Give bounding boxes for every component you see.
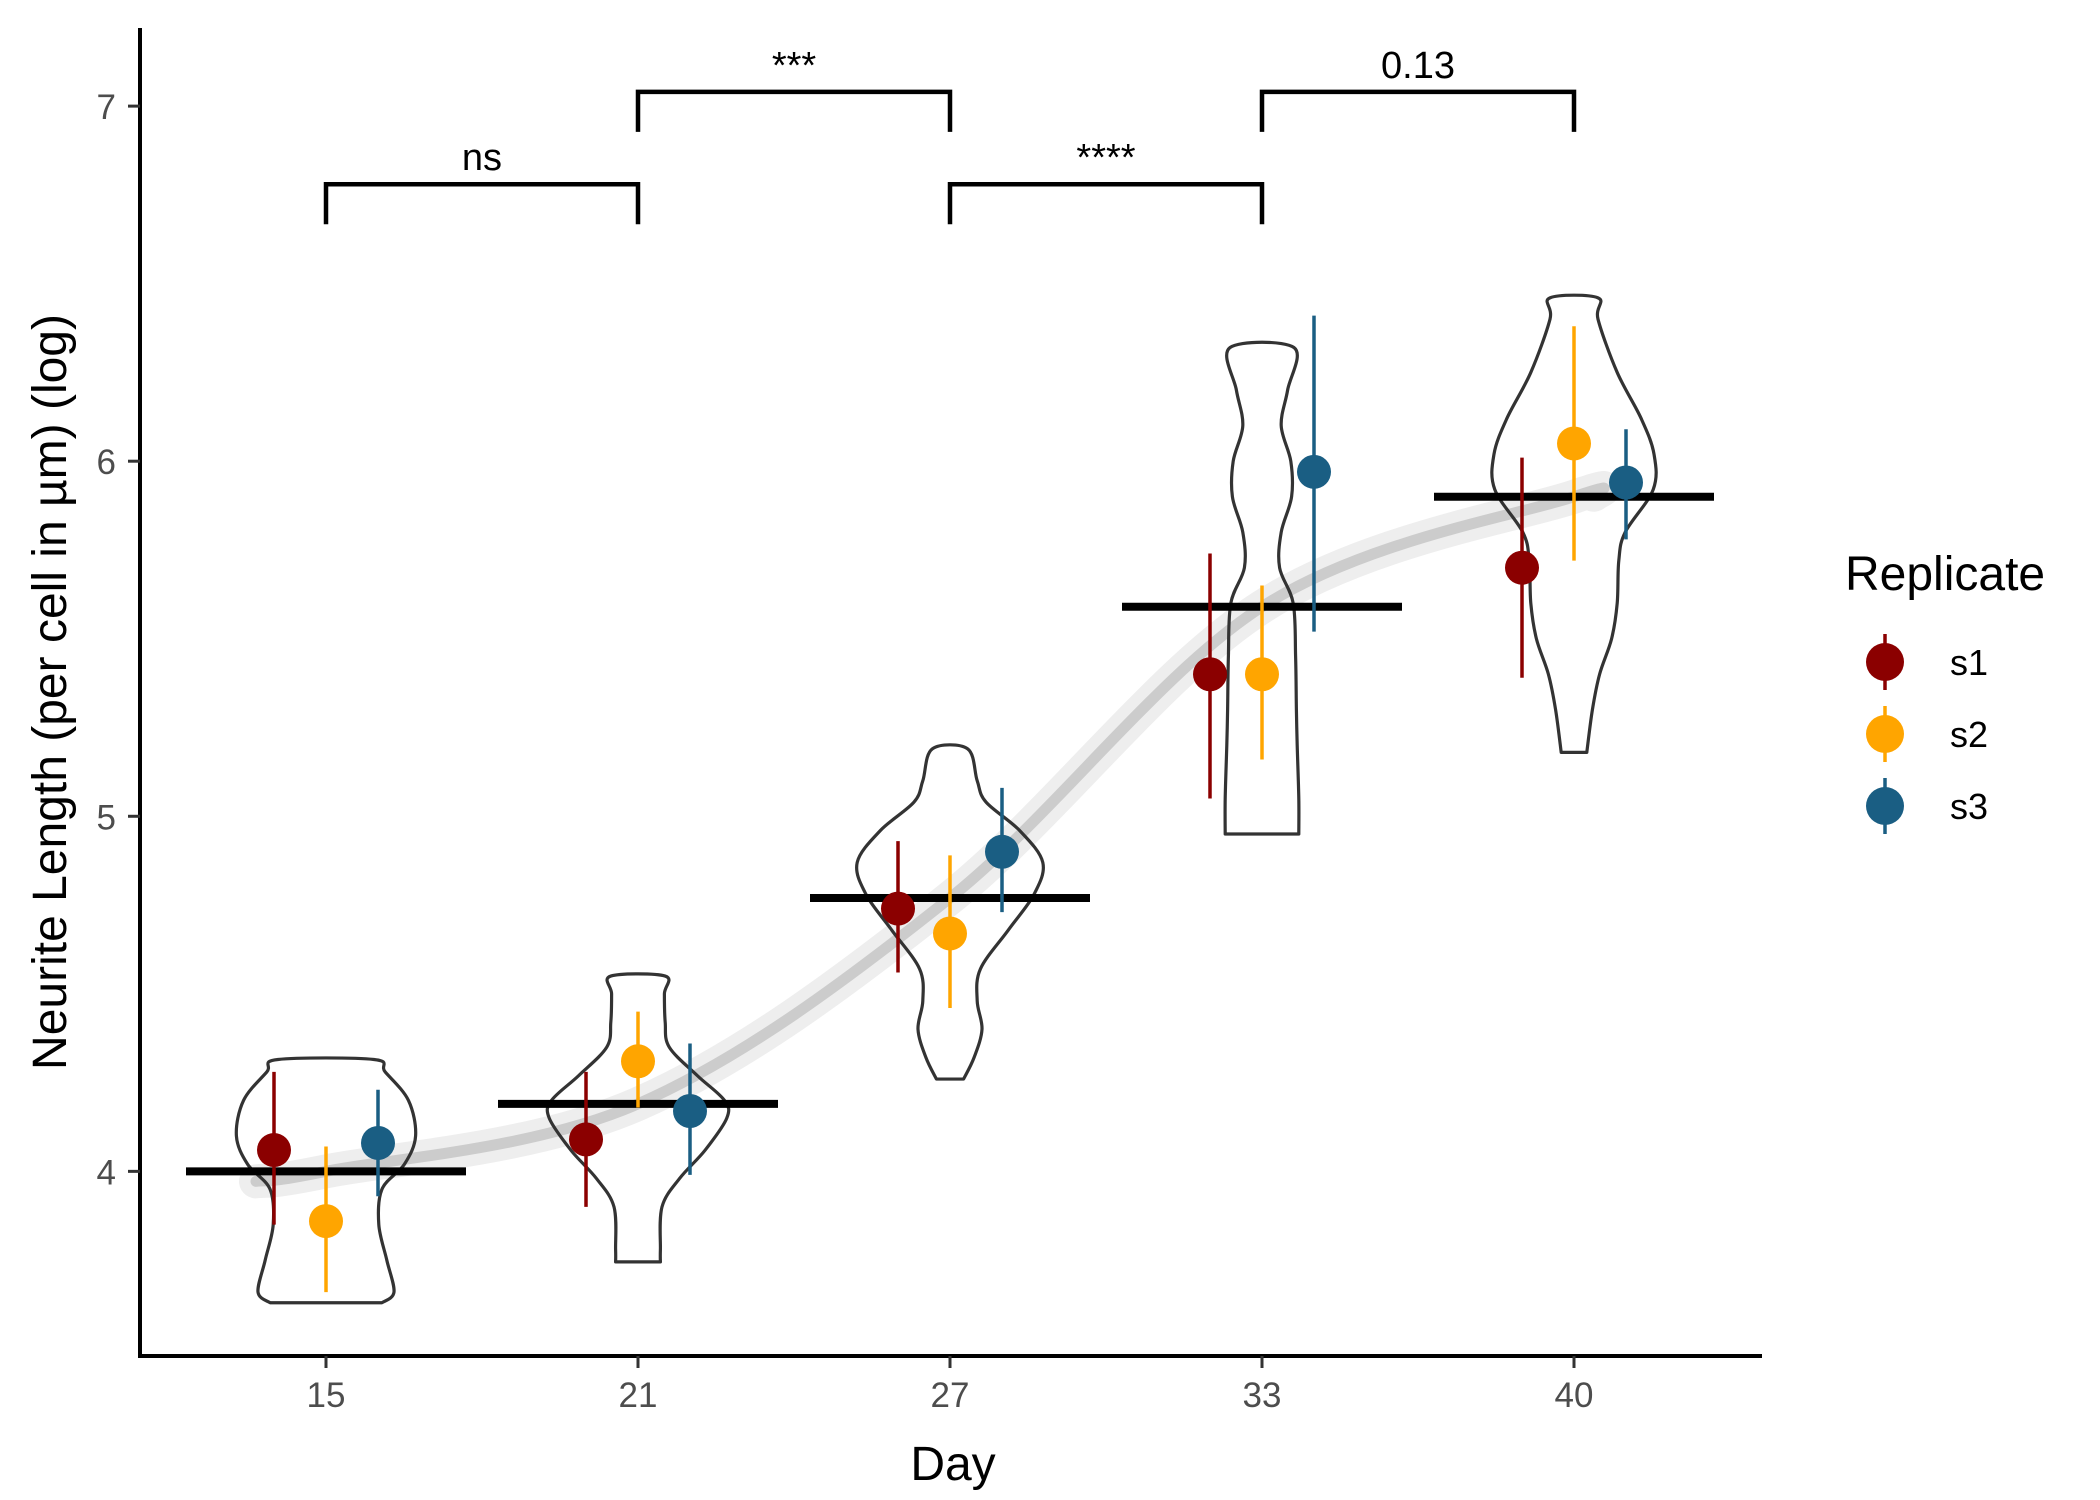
x-tick-label-33: 33 bbox=[1243, 1376, 1282, 1415]
y-axis-ticks: 4 5 6 7 bbox=[97, 88, 140, 1192]
bracket-label-33-40: 0.13 bbox=[1381, 45, 1455, 87]
violin-day-21 bbox=[545, 972, 731, 1264]
y-tick-label-7: 7 bbox=[97, 88, 116, 127]
bracket-label-21-27: *** bbox=[772, 45, 817, 87]
legend-swatch-s2 bbox=[1866, 715, 1904, 753]
point-s1-day-33 bbox=[1193, 657, 1227, 692]
point-s3-day-27 bbox=[985, 834, 1019, 869]
bracket-label-27-33: **** bbox=[1076, 137, 1135, 179]
x-tick-label-21: 21 bbox=[619, 1376, 658, 1415]
legend-title: Replicate bbox=[1845, 548, 2045, 601]
violin-day-33 bbox=[1223, 340, 1301, 836]
y-axis-label: Neurite Length (per cell in µm) (log) bbox=[24, 314, 77, 1070]
violin-day-40 bbox=[1490, 293, 1658, 754]
point-s1-day-40 bbox=[1505, 550, 1539, 585]
bracket-33-40 bbox=[1259, 89, 1577, 132]
bracket-21-27 bbox=[635, 89, 953, 132]
point-layer bbox=[257, 315, 1643, 1293]
legend-label-s2: s2 bbox=[1950, 714, 1988, 755]
point-s2-day-15 bbox=[309, 1204, 343, 1239]
point-s3-day-33 bbox=[1297, 454, 1331, 489]
violin-day-27 bbox=[855, 743, 1045, 1081]
point-s3-day-40 bbox=[1609, 465, 1643, 500]
comparison-layer: ns*******0.13 bbox=[323, 45, 1577, 225]
x-tick-label-15: 15 bbox=[307, 1376, 346, 1415]
point-s1-day-21 bbox=[569, 1122, 603, 1157]
point-s1-day-15 bbox=[257, 1133, 291, 1168]
point-s2-day-27 bbox=[933, 916, 967, 951]
bracket-27-33 bbox=[947, 181, 1265, 225]
trend-line bbox=[250, 482, 1610, 1187]
point-s3-day-21 bbox=[673, 1093, 707, 1128]
legend-items: s1 s2 s3 bbox=[1866, 634, 1988, 834]
trend-layer bbox=[239, 470, 1621, 1199]
x-tick-label-27: 27 bbox=[931, 1376, 970, 1415]
point-s1-day-27 bbox=[881, 891, 915, 926]
legend: Replicate s1 s2 s3 bbox=[1845, 548, 2045, 834]
y-tick-label-5: 5 bbox=[97, 798, 116, 837]
x-tick-label-40: 40 bbox=[1555, 1376, 1594, 1415]
y-tick-label-4: 4 bbox=[97, 1153, 116, 1192]
bracket-15-21 bbox=[323, 181, 641, 225]
point-s2-day-21 bbox=[621, 1044, 655, 1079]
point-s2-day-40 bbox=[1557, 426, 1591, 461]
point-s2-day-33 bbox=[1245, 657, 1279, 692]
point-s3-day-15 bbox=[361, 1125, 395, 1160]
bracket-label-15-21: ns bbox=[462, 137, 502, 179]
trend-band bbox=[239, 470, 1621, 1199]
legend-swatch-s1 bbox=[1866, 643, 1904, 681]
legend-label-s1: s1 bbox=[1950, 642, 1988, 683]
legend-swatch-s3 bbox=[1866, 787, 1904, 825]
mean-layer bbox=[186, 492, 1714, 1176]
x-axis-label: Day bbox=[910, 1438, 995, 1491]
y-tick-label-6: 6 bbox=[97, 443, 116, 482]
legend-label-s3: s3 bbox=[1950, 786, 1988, 827]
x-axis-ticks: 15 21 27 33 40 bbox=[307, 1356, 1594, 1415]
